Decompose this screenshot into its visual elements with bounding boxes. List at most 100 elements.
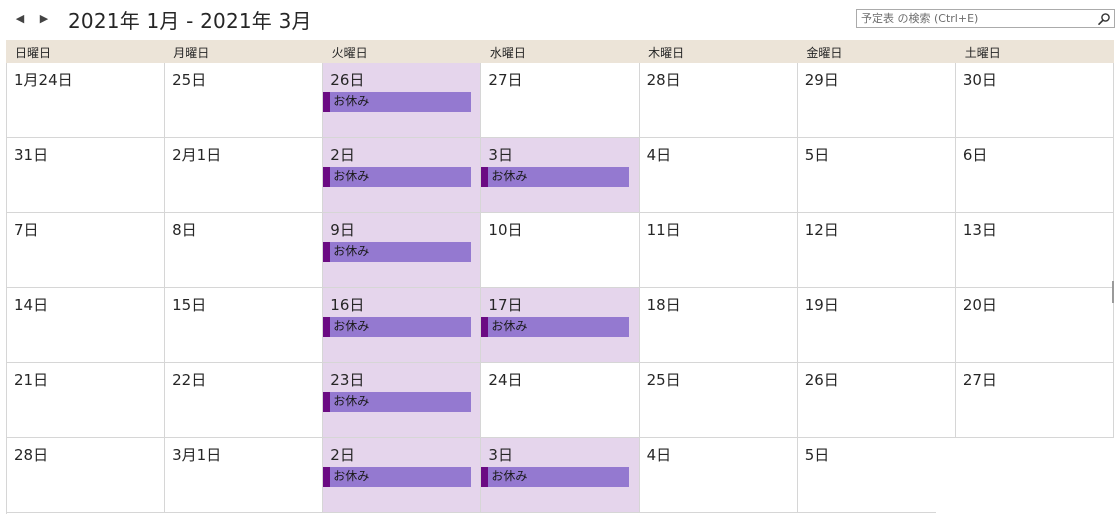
day-date-label: 5日 — [804, 446, 830, 464]
day-date-label: 20日 — [962, 296, 997, 314]
day-cell[interactable]: 9日お休み — [323, 213, 482, 288]
day-cell[interactable]: 3日 お休み — [481, 438, 640, 513]
day-cell[interactable]: 28日 — [639, 63, 798, 138]
scrollbar-marker[interactable] — [1112, 281, 1114, 303]
event-item[interactable]: お休み — [481, 467, 630, 487]
search-icon[interactable] — [1097, 12, 1111, 26]
weekday-header-6: 土曜日 — [964, 46, 1001, 60]
day-cell[interactable]: 2月1日 — [165, 138, 324, 213]
date-range-title: 2021年 1月 - 2021年 3月 — [68, 9, 312, 33]
event-label: お休み — [491, 469, 528, 483]
event-label: お休み — [333, 169, 370, 183]
calendar-search-box[interactable] — [856, 9, 1115, 28]
event-label: お休み — [333, 394, 370, 408]
day-date-label: 18日 — [646, 296, 681, 314]
day-cell[interactable]: 22日 — [165, 363, 324, 438]
day-cell[interactable]: 6日 — [955, 138, 1114, 213]
day-cell[interactable]: 29日 — [797, 63, 956, 138]
calendar-toolbar: ◀ ▶ 2021年 1月 - 2021年 3月 — [0, 0, 1116, 38]
event-item[interactable]: お休み — [481, 167, 630, 187]
event-item[interactable]: お休み — [323, 242, 472, 262]
day-cell[interactable]: 27日 — [481, 63, 640, 138]
day-date-label: 23日 — [330, 371, 365, 389]
day-date-label: 2月1日 — [172, 146, 222, 164]
day-cell[interactable]: 25日 — [165, 63, 324, 138]
event-item[interactable]: お休み — [323, 392, 472, 412]
day-cell[interactable]: 8日 — [165, 213, 324, 288]
event-item[interactable]: お休み — [481, 317, 630, 337]
day-date-label: 19日 — [804, 296, 839, 314]
day-date-label: 15日 — [172, 296, 207, 314]
event-item[interactable]: お休み — [323, 317, 472, 337]
weekday-header-2: 火曜日 — [331, 46, 368, 60]
day-cell[interactable]: 28日 — [7, 438, 166, 513]
day-date-label: 21日 — [14, 371, 49, 389]
day-cell[interactable]: 21日 — [7, 363, 166, 438]
day-date-label: 17日 — [488, 296, 523, 314]
day-cell[interactable]: 17日お休み — [481, 288, 640, 363]
day-date-label: 29日 — [804, 71, 839, 89]
chevron-left-icon: ◀ — [15, 11, 25, 25]
day-cell[interactable]: 7日 — [7, 213, 166, 288]
day-date-label: 12日 — [804, 221, 839, 239]
day-cell[interactable]: 25日 — [639, 363, 798, 438]
event-item[interactable]: お休み — [323, 92, 472, 112]
weekday-header-3: 水曜日 — [489, 46, 526, 60]
day-cell[interactable]: 13日 — [955, 213, 1114, 288]
day-cell[interactable]: 10日 — [481, 213, 640, 288]
day-date-label: 27日 — [962, 371, 997, 389]
day-date-label: 28日 — [646, 71, 681, 89]
day-cell[interactable]: 2日お休み — [323, 438, 482, 513]
day-cell[interactable]: 4日 — [639, 438, 798, 513]
day-cell[interactable]: 4日 — [639, 138, 798, 213]
day-cell[interactable]: 23日お休み — [323, 363, 482, 438]
day-cell[interactable]: 26日 — [797, 363, 956, 438]
day-cell[interactable]: 18日 — [639, 288, 798, 363]
day-date-label: 31日 — [14, 146, 49, 164]
day-date-label: 24日 — [488, 371, 523, 389]
day-date-label: 13日 — [962, 221, 997, 239]
event-label: お休み — [491, 169, 528, 183]
day-cell[interactable]: 5日 — [797, 438, 956, 513]
event-item[interactable]: お休み — [323, 167, 472, 187]
day-cell[interactable]: 1月24日 — [7, 63, 166, 138]
day-date-label: 2日 — [330, 146, 355, 164]
day-cell[interactable]: 16日 お休み — [323, 288, 482, 363]
day-cell[interactable]: 24日 — [481, 363, 640, 438]
event-item[interactable]: お休み — [323, 467, 472, 487]
next-range-button[interactable]: ▶ — [37, 10, 51, 26]
day-date-label: 25日 — [646, 371, 681, 389]
event-label: お休み — [491, 319, 528, 333]
day-cell[interactable]: 11日 — [639, 213, 798, 288]
weekday-header-0: 日曜日 — [15, 46, 52, 60]
event-label: お休み — [333, 94, 370, 108]
month-calendar-grid: 1月24日 25日 26日 お休み 27日 28日 29日 30日 31日 2月1日 2日 お休み 3日… — [6, 63, 1114, 514]
day-cell[interactable]: 26日 お休み — [323, 63, 482, 138]
day-date-label: 6日 — [962, 146, 988, 164]
day-cell[interactable]: 20日 — [955, 288, 1114, 363]
weekday-header-4: 木曜日 — [648, 46, 685, 60]
day-date-label: 22日 — [172, 371, 207, 389]
day-cell[interactable]: 15日 — [165, 288, 324, 363]
day-date-label: 25日 — [172, 71, 207, 89]
day-cell[interactable]: 3月1日 — [165, 438, 324, 513]
day-date-label: 3月1日 — [172, 446, 222, 464]
day-cell[interactable]: 30日 — [955, 63, 1114, 138]
day-cell[interactable]: 19日 — [797, 288, 956, 363]
previous-range-button[interactable]: ◀ — [13, 10, 27, 26]
weekday-header-1: 月曜日 — [173, 46, 210, 60]
day-date-label: 4日 — [646, 146, 672, 164]
day-date-label: 9日 — [330, 221, 355, 239]
day-date-label: 3日 — [488, 146, 513, 164]
day-date-label: 2日 — [330, 446, 355, 464]
day-cell[interactable]: 5日 — [797, 138, 956, 213]
day-cell[interactable]: 27日 — [955, 363, 1114, 438]
day-cell[interactable]: 14日 — [7, 288, 166, 363]
weekday-header-5: 金曜日 — [806, 46, 843, 60]
day-cell[interactable]: 3日お休み — [481, 138, 640, 213]
calendar-search-input[interactable] — [861, 11, 1089, 26]
day-cell[interactable]: 12日 — [797, 213, 956, 288]
day-cell[interactable]: 31日 — [7, 138, 166, 213]
day-date-label: 5日 — [804, 146, 830, 164]
day-cell[interactable]: 2日お休み — [323, 138, 482, 213]
